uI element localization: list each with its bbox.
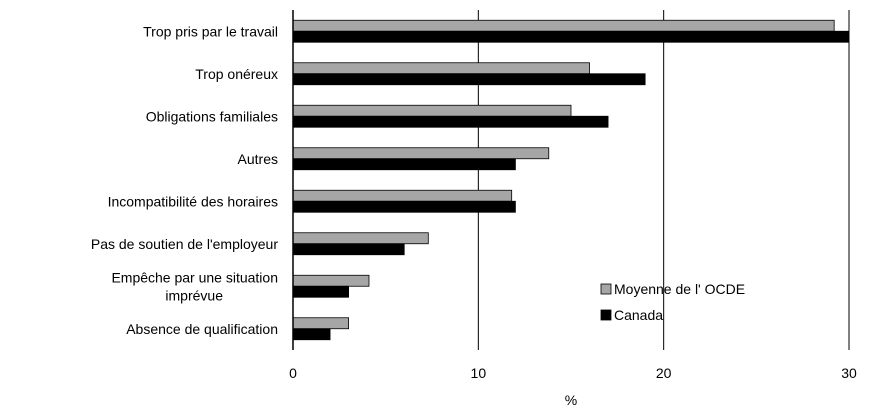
x-tick-label-1: 10 [471, 365, 487, 381]
category-labels: Trop pris par le travail Trop onéreux Obli… [91, 23, 278, 337]
x-tick-label-2: 20 [656, 365, 672, 381]
bar-oecd-1 [292, 62, 590, 75]
legend-label-oecd: Moyenne de l' OCDE [614, 281, 745, 297]
bar-canada-5 [292, 243, 405, 256]
bar-canada-6 [292, 285, 349, 298]
bar-canada-1 [292, 73, 646, 86]
bar-canada-7 [292, 328, 331, 341]
bar-canada-2 [292, 115, 609, 128]
bar-oecd-0 [292, 19, 835, 32]
category-label-2: Obligations familiales [146, 108, 278, 124]
category-label-7: Absence de qualification [126, 321, 278, 337]
x-axis-title: % [565, 392, 577, 408]
legend-swatch-canada [600, 309, 612, 321]
category-label-4: Incompatibilité des horaires [108, 193, 278, 209]
bars [292, 19, 850, 341]
bar-oecd-7 [292, 317, 349, 330]
x-tick-label-3: 30 [841, 365, 857, 381]
bar-oecd-6 [292, 274, 370, 287]
category-label-1: Trop onéreux [195, 66, 278, 82]
bar-oecd-2 [292, 104, 572, 117]
bar-canada-3 [292, 158, 516, 171]
legend-label-canada: Canada [614, 307, 663, 323]
category-label-6: Empêche par une situation imprévue [111, 269, 278, 303]
bar-oecd-4 [292, 189, 513, 202]
bar-oecd-5 [292, 232, 429, 245]
category-label-0: Trop pris par le travail [143, 23, 278, 39]
legend: Moyenne de l' OCDE Canada [600, 281, 745, 323]
legend-swatch-oecd [600, 283, 612, 295]
bar-canada-4 [292, 200, 516, 213]
x-tick-labels: 0 10 20 30 [289, 365, 857, 381]
bar-oecd-3 [292, 147, 550, 160]
gridlines [477, 10, 850, 350]
category-label-3: Autres [238, 151, 278, 167]
x-tick-label-0: 0 [289, 365, 297, 381]
bar-canada-0 [292, 30, 850, 43]
category-label-5: Pas de soutien de l'employeur [91, 236, 278, 252]
